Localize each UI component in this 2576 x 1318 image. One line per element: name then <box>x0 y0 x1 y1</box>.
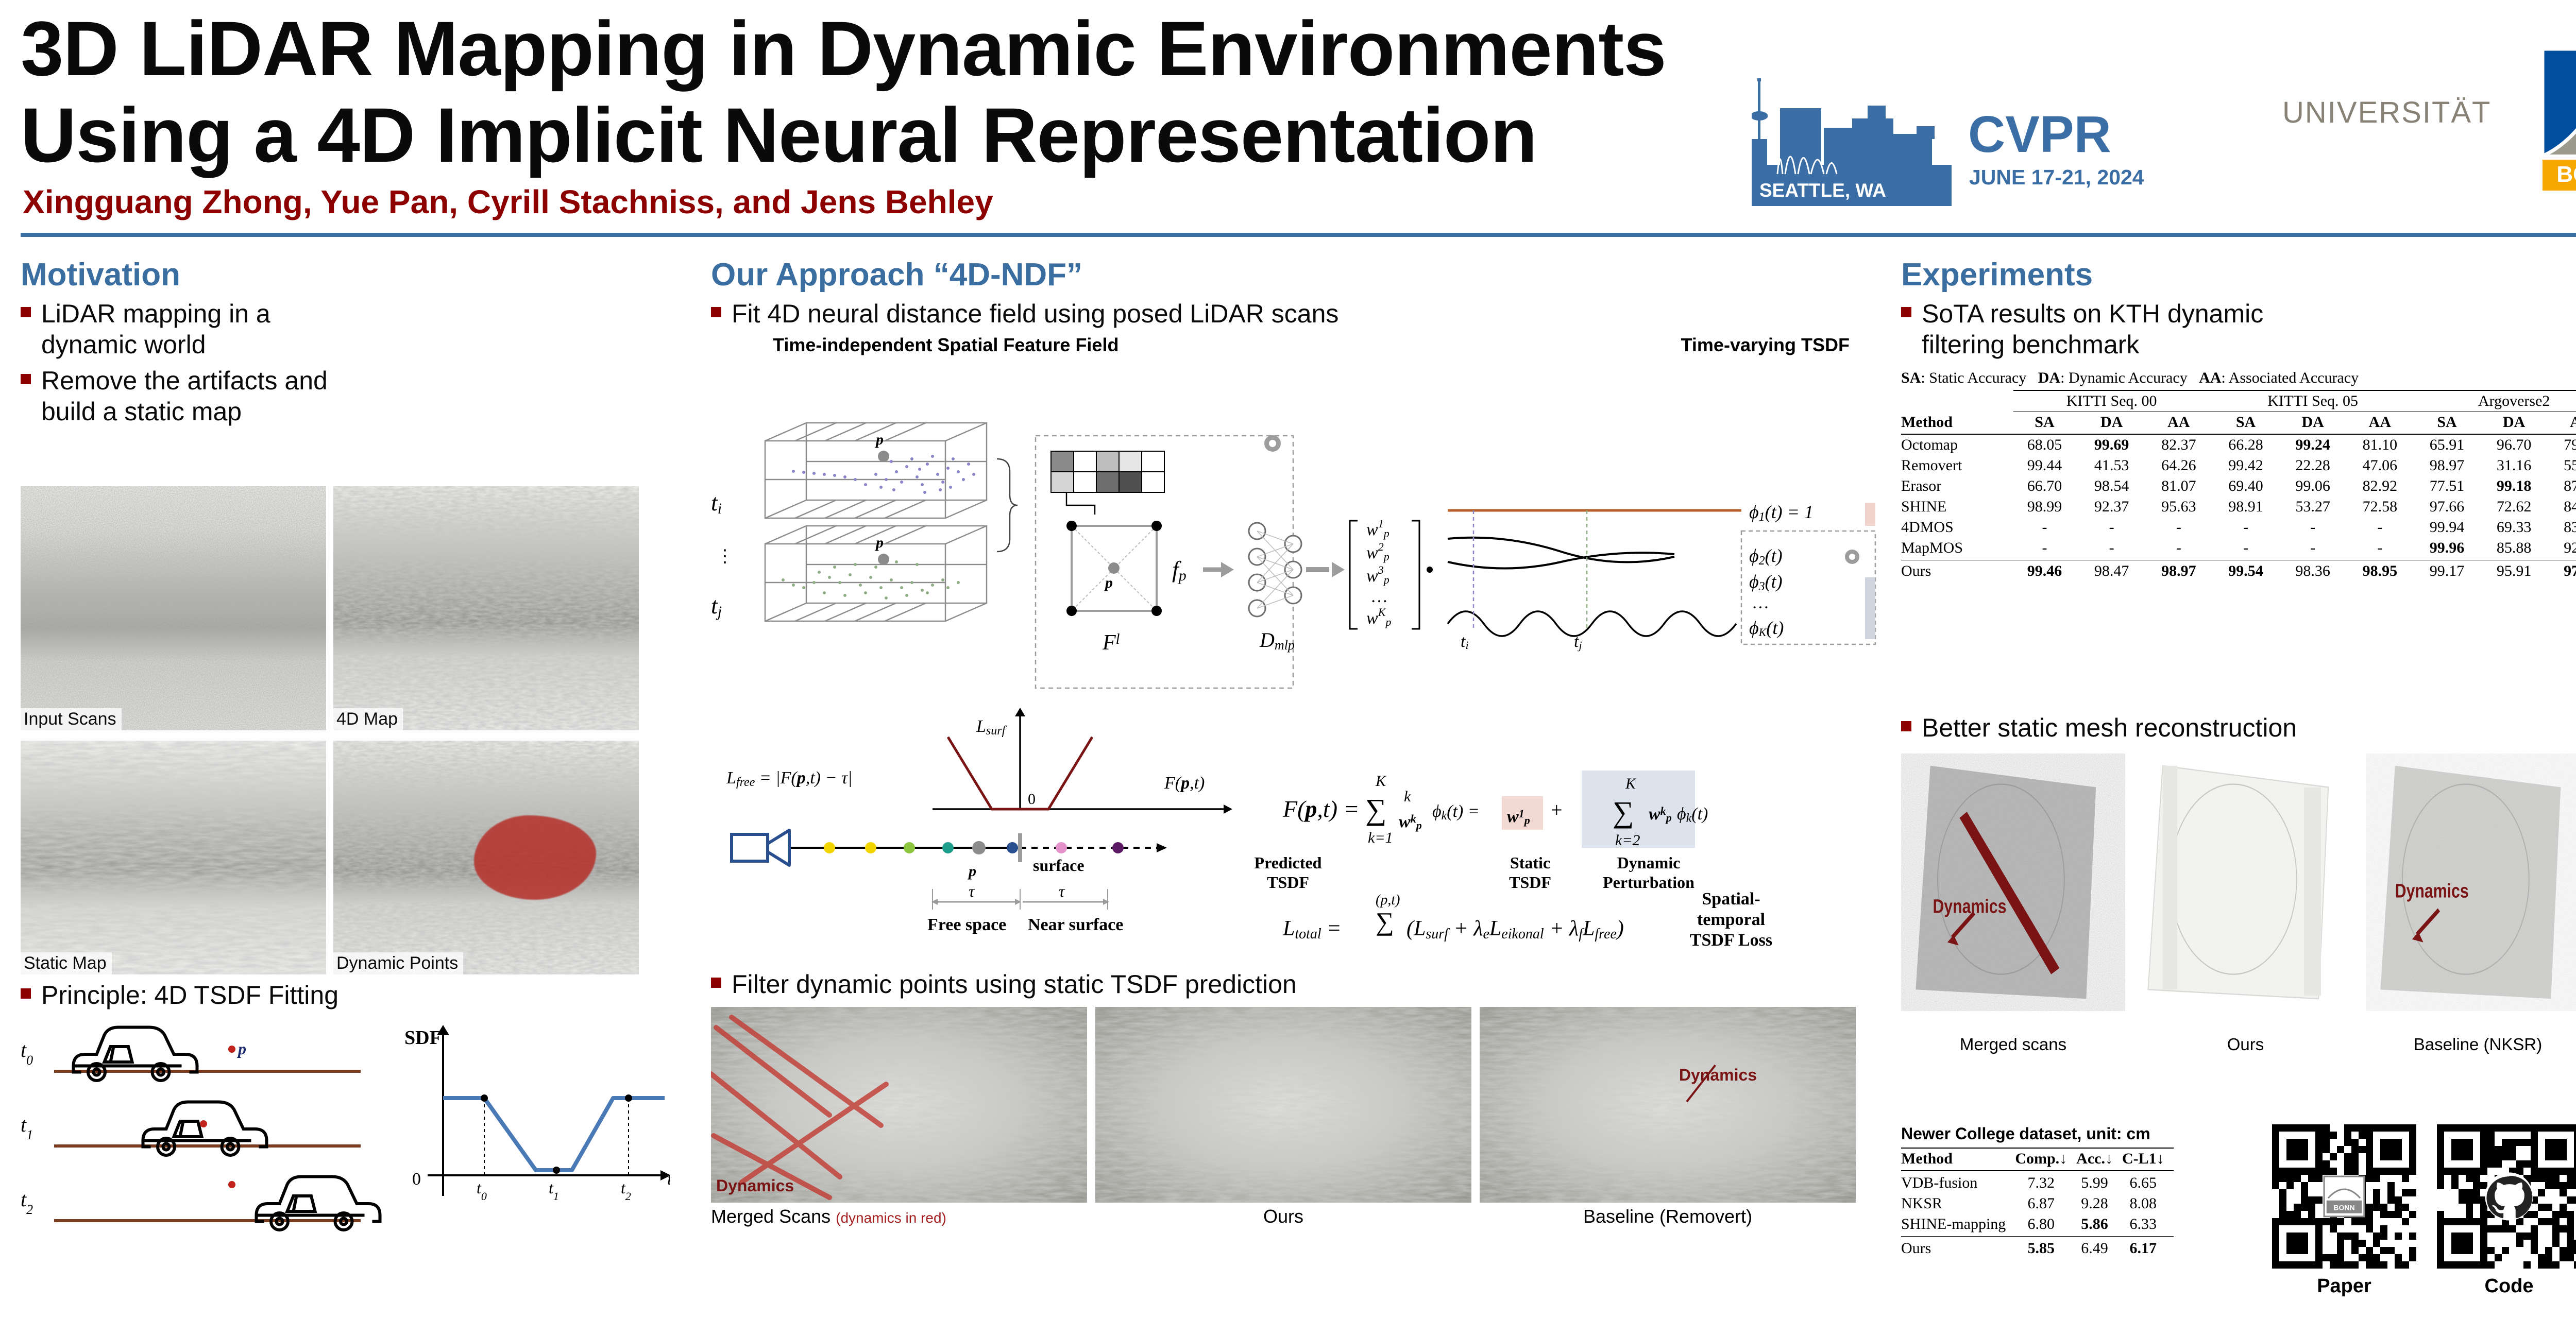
svg-text:JUNE 17-21, 2024: JUNE 17-21, 2024 <box>1969 165 2144 189</box>
svg-text:TSDF: TSDF <box>1267 873 1309 892</box>
svg-text:Dmlp: Dmlp <box>1259 628 1295 653</box>
svg-text:Predicted: Predicted <box>1255 853 1322 872</box>
svg-text:+: + <box>1551 798 1563 821</box>
svg-text:K: K <box>1625 775 1637 792</box>
svg-text:τ: τ <box>969 882 975 900</box>
svg-text:t2: t2 <box>621 1178 631 1203</box>
svg-text:ϕk(t) =: ϕk(t) = <box>1432 802 1480 823</box>
svg-text:0: 0 <box>412 1170 421 1189</box>
svg-text:BONN: BONN <box>2333 1203 2354 1211</box>
svg-text:Ltotal =: Ltotal = <box>1282 917 1342 942</box>
svg-text:k: k <box>1404 788 1411 805</box>
svg-text:TSDF: TSDF <box>1509 873 1551 892</box>
svg-text:SDF: SDF <box>404 1027 442 1049</box>
svg-text:F(p,t) =: F(p,t) = <box>1282 796 1360 822</box>
svg-text:ϕK(t): ϕK(t) <box>1749 618 1784 639</box>
svg-text:p: p <box>1104 574 1113 591</box>
svg-text:p: p <box>967 863 976 880</box>
svg-text:⋮: ⋮ <box>716 547 734 566</box>
svg-text:Free space: Free space <box>927 915 1006 934</box>
svg-text:ti: ti <box>1461 632 1469 652</box>
svg-text:ti: ti <box>711 489 722 517</box>
svg-text:Dynamic: Dynamic <box>1617 853 1681 872</box>
svg-text:t2: t2 <box>21 1188 33 1217</box>
svg-text:tj: tj <box>711 592 722 620</box>
svg-text:wKp: wKp <box>1366 606 1391 629</box>
svg-text:τ: τ <box>1059 882 1065 900</box>
svg-text:p: p <box>236 1039 246 1058</box>
svg-text:p: p <box>874 431 884 448</box>
svg-text:F(p,t): F(p,t) <box>1164 774 1205 793</box>
svg-text:p: p <box>874 534 884 551</box>
svg-text:Fl: Fl <box>1102 631 1120 655</box>
svg-text:ϕ2(t): ϕ2(t) <box>1749 545 1783 568</box>
svg-text:ϕk(t): ϕk(t) <box>1677 805 1708 825</box>
svg-text:t0: t0 <box>21 1038 33 1068</box>
svg-text:TSDF Loss: TSDF Loss <box>1690 931 1772 950</box>
svg-text:temporal: temporal <box>1697 910 1765 929</box>
svg-text:(p,t): (p,t) <box>1376 892 1400 908</box>
svg-text:fp: fp <box>1172 556 1187 584</box>
svg-text:CVPR: CVPR <box>1968 106 2111 163</box>
svg-text:K: K <box>1375 773 1387 790</box>
svg-text:w3p: w3p <box>1366 563 1389 587</box>
svg-text:ϕ1(t) = 1: ϕ1(t) = 1 <box>1749 502 1814 524</box>
svg-text:t1: t1 <box>549 1178 559 1203</box>
svg-text:Lsurf: Lsurf <box>976 717 1007 738</box>
svg-text:t0: t0 <box>477 1178 487 1203</box>
svg-text:ϕ3(t): ϕ3(t) <box>1749 571 1783 593</box>
svg-text:Static: Static <box>1510 853 1550 872</box>
svg-text:∑: ∑ <box>1376 907 1394 936</box>
svg-text:t: t <box>667 1170 670 1189</box>
svg-text:SEATTLE, WA: SEATTLE, WA <box>1759 180 1886 201</box>
svg-text:Spatial-: Spatial- <box>1702 889 1760 909</box>
svg-text:Near surface: Near surface <box>1028 915 1123 934</box>
svg-text:BONN: BONN <box>2556 162 2576 187</box>
svg-text:Perturbation: Perturbation <box>1603 873 1694 892</box>
svg-text:w1p: w1p <box>1366 517 1389 540</box>
svg-text:Dynamics: Dynamics <box>1933 896 2006 917</box>
svg-text:0: 0 <box>1028 791 1036 808</box>
svg-text:Dynamics: Dynamics <box>2395 881 2469 902</box>
svg-text:…: … <box>1752 593 1769 612</box>
svg-text:Lfree = |F(p,t) − τ|: Lfree = |F(p,t) − τ| <box>726 768 852 789</box>
svg-text:k=2: k=2 <box>1615 832 1640 849</box>
svg-text:t1: t1 <box>21 1113 33 1142</box>
svg-text:wkp: wkp <box>1399 812 1422 832</box>
svg-text:∑: ∑ <box>1365 793 1386 826</box>
svg-text:k=1: k=1 <box>1368 829 1393 846</box>
svg-text:surface: surface <box>1033 856 1084 875</box>
svg-text:w2p: w2p <box>1366 540 1389 563</box>
svg-text:(Lsurf + λeLeikonal + λfLfree): (Lsurf + λeLeikonal + λfLfree) <box>1406 917 1624 942</box>
svg-text:…: … <box>1370 587 1388 606</box>
svg-text:∑: ∑ <box>1613 795 1634 829</box>
